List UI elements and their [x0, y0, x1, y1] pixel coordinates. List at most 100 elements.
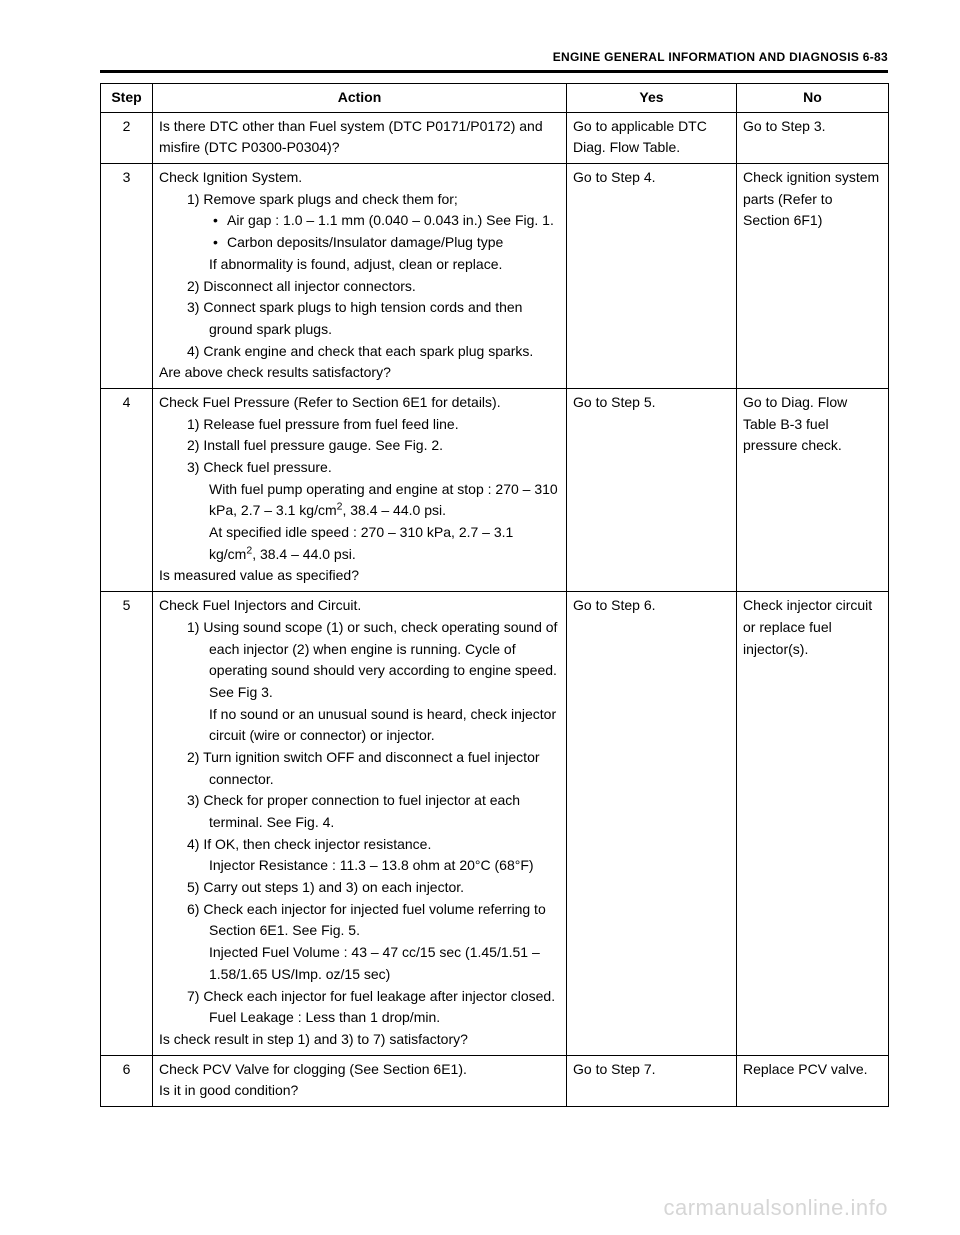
list-marker: 7): [187, 988, 203, 1004]
col-header-yes: Yes: [567, 84, 737, 113]
action-step-text: Check for proper connection to fuel inje…: [203, 792, 520, 830]
list-marker: 3): [187, 459, 203, 475]
action-lead: Check PCV Valve for clogging (See Sectio…: [159, 1059, 560, 1081]
list-marker: 5): [187, 879, 203, 895]
page: ENGINE GENERAL INFORMATION AND DIAGNOSIS…: [0, 0, 960, 1235]
no-cell: Check ignition system parts (Refer to Se…: [737, 164, 889, 389]
list-marker: 4): [187, 836, 203, 852]
action-step: 3) Connect spark plugs to high tension c…: [187, 297, 560, 340]
action-cell: Is there DTC other than Fuel system (DTC…: [153, 112, 567, 163]
yes-cell: Go to Step 7.: [567, 1055, 737, 1106]
action-bullet: Carbon deposits/Insulator damage/Plug ty…: [213, 232, 560, 254]
action-steps: 1) Using sound scope (1) or such, check …: [159, 617, 560, 1029]
no-cell: Replace PCV valve.: [737, 1055, 889, 1106]
action-step: 3) Check fuel pressure. With fuel pump op…: [187, 457, 560, 565]
col-header-action: Action: [153, 84, 567, 113]
action-step-text: Check each injector for injected fuel vo…: [203, 901, 545, 939]
list-marker: 2): [187, 437, 203, 453]
action-cell: Check Fuel Pressure (Refer to Section 6E…: [153, 388, 567, 591]
action-steps: 1) Release fuel pressure from fuel feed …: [159, 414, 560, 566]
action-step-text: Install fuel pressure gauge. See Fig. 2.: [203, 437, 443, 453]
action-subline: Injector Resistance : 11.3 – 13.8 ohm at…: [209, 855, 560, 877]
action-step-text: Carry out steps 1) and 3) on each inject…: [203, 879, 464, 895]
yes-cell: Go to Step 5.: [567, 388, 737, 591]
action-step-text: Remove spark plugs and check them for;: [203, 191, 457, 207]
action-cell: Check Fuel Injectors and Circuit.1) Usin…: [153, 592, 567, 1055]
yes-cell: Go to applicable DTC Diag. Flow Table.: [567, 112, 737, 163]
action-step-text: Using sound scope (1) or such, check ope…: [203, 619, 557, 700]
action-subline: With fuel pump operating and engine at s…: [209, 479, 560, 522]
step-cell: 3: [101, 164, 153, 389]
action-step-text: Check each injector for fuel leakage aft…: [203, 988, 555, 1004]
action-step-text: Release fuel pressure from fuel feed lin…: [203, 416, 458, 432]
action-after-bullets: If abnormality is found, adjust, clean o…: [209, 254, 560, 276]
step-cell: 4: [101, 388, 153, 591]
action-step-text: If OK, then check injector resistance.: [203, 836, 431, 852]
action-step: 2) Install fuel pressure gauge. See Fig.…: [187, 435, 560, 457]
step-cell: 5: [101, 592, 153, 1055]
list-marker: 2): [187, 278, 203, 294]
step-cell: 6: [101, 1055, 153, 1106]
no-cell: Check injector circuit or replace fuel i…: [737, 592, 889, 1055]
table-body: 2Is there DTC other than Fuel system (DT…: [101, 112, 889, 1106]
watermark: carmanualsonline.info: [663, 1195, 888, 1221]
table-row: 4 Check Fuel Pressure (Refer to Section 6…: [101, 388, 889, 591]
action-step-text: Check fuel pressure.: [203, 459, 331, 475]
action-tail: Is it in good condition?: [159, 1080, 560, 1102]
action-subline: Fuel Leakage : Less than 1 drop/min.: [209, 1007, 560, 1029]
table-header-row: Step Action Yes No: [101, 84, 889, 113]
list-marker: 6): [187, 901, 203, 917]
action-step: 2) Turn ignition switch OFF and disconne…: [187, 747, 560, 790]
yes-cell: Go to Step 4.: [567, 164, 737, 389]
action-lead: Check Fuel Injectors and Circuit.: [159, 595, 560, 617]
action-step-text: Connect spark plugs to high tension cord…: [203, 299, 522, 337]
action-step: 4) Crank engine and check that each spar…: [187, 341, 560, 363]
action-lead: Is there DTC other than Fuel system (DTC…: [159, 116, 560, 159]
action-tail: Is measured value as specified?: [159, 565, 560, 587]
action-step: 7) Check each injector for fuel leakage …: [187, 986, 560, 1029]
list-marker: 4): [187, 343, 203, 359]
action-tail: Are above check results satisfactory?: [159, 362, 560, 384]
action-lead: Check Fuel Pressure (Refer to Section 6E…: [159, 392, 560, 414]
action-step: 1) Using sound scope (1) or such, check …: [187, 617, 560, 747]
action-subline: If no sound or an unusual sound is heard…: [209, 704, 560, 747]
action-bullets: Air gap : 1.0 – 1.1 mm (0.040 – 0.043 in…: [209, 210, 560, 253]
action-subline: Injected Fuel Volume : 43 – 47 cc/15 sec…: [209, 942, 560, 985]
action-lead: Check Ignition System.: [159, 167, 560, 189]
header-rule: [100, 70, 888, 73]
action-step: 4) If OK, then check injector resistance…: [187, 834, 560, 877]
list-marker: 2): [187, 749, 203, 765]
table-row: 2Is there DTC other than Fuel system (DT…: [101, 112, 889, 163]
yes-cell: Go to Step 6.: [567, 592, 737, 1055]
action-step: 6) Check each injector for injected fuel…: [187, 899, 560, 986]
action-bullet: Air gap : 1.0 – 1.1 mm (0.040 – 0.043 in…: [213, 210, 560, 232]
list-marker: 1): [187, 191, 203, 207]
action-step: 1) Remove spark plugs and check them for…: [187, 189, 560, 276]
diagnostic-table: Step Action Yes No 2Is there DTC other t…: [100, 83, 889, 1107]
action-cell: Check Ignition System.1) Remove spark pl…: [153, 164, 567, 389]
action-step: 3) Check for proper connection to fuel i…: [187, 790, 560, 833]
action-cell: Check PCV Valve for clogging (See Sectio…: [153, 1055, 567, 1106]
action-step-text: Turn ignition switch OFF and disconnect …: [203, 749, 539, 787]
action-step: 5) Carry out steps 1) and 3) on each inj…: [187, 877, 560, 899]
action-step-text: Disconnect all injector connectors.: [203, 278, 415, 294]
table-row: 5Check Fuel Injectors and Circuit.1) Usi…: [101, 592, 889, 1055]
col-header-no: No: [737, 84, 889, 113]
no-cell: Go to Step 3.: [737, 112, 889, 163]
action-steps: 1) Remove spark plugs and check them for…: [159, 189, 560, 363]
action-tail: Is check result in step 1) and 3) to 7) …: [159, 1029, 560, 1051]
list-marker: 1): [187, 416, 203, 432]
action-step: 2) Disconnect all injector connectors.: [187, 276, 560, 298]
action-subline: At specified idle speed : 270 – 310 kPa,…: [209, 522, 560, 565]
list-marker: 3): [187, 792, 203, 808]
list-marker: 3): [187, 299, 203, 315]
col-header-step: Step: [101, 84, 153, 113]
action-step-text: Crank engine and check that each spark p…: [203, 343, 533, 359]
table-row: 6 Check PCV Valve for clogging (See Secti…: [101, 1055, 889, 1106]
page-header: ENGINE GENERAL INFORMATION AND DIAGNOSIS…: [100, 50, 888, 64]
action-step: 1) Release fuel pressure from fuel feed …: [187, 414, 560, 436]
list-marker: 1): [187, 619, 203, 635]
step-cell: 2: [101, 112, 153, 163]
table-row: 3Check Ignition System.1) Remove spark p…: [101, 164, 889, 389]
no-cell: Go to Diag. Flow Table B-3 fuel pressure…: [737, 388, 889, 591]
